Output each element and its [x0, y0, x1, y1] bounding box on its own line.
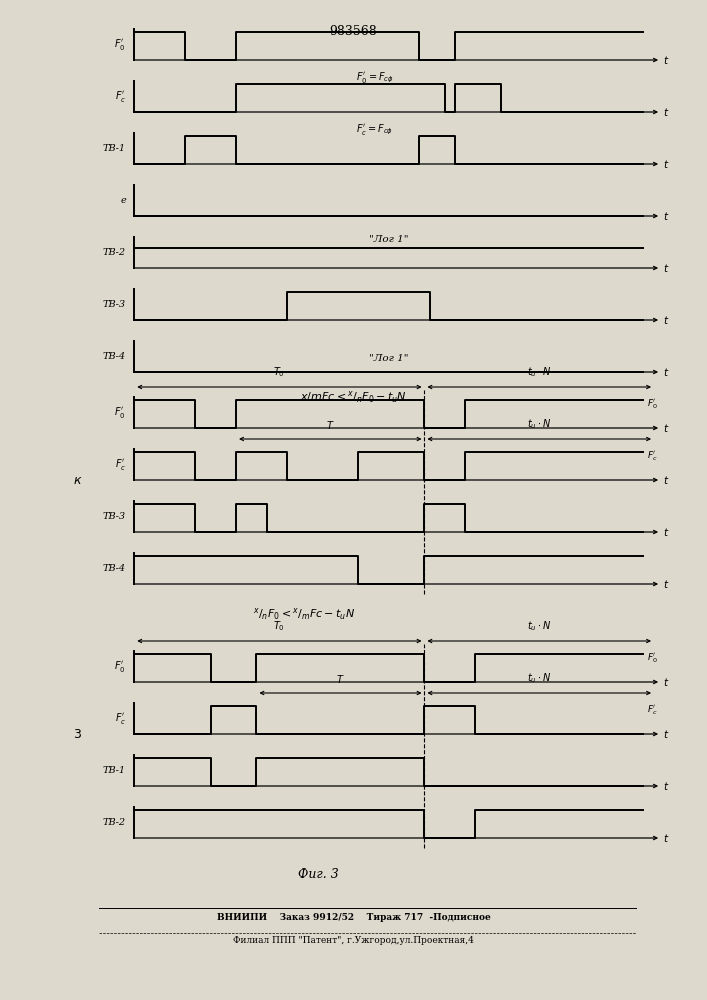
Text: $t_u \cdot N$: $t_u \cdot N$: [527, 619, 551, 633]
Text: $T$: $T$: [326, 419, 334, 431]
Text: $F_0^{\prime}$: $F_0^{\prime}$: [647, 397, 658, 411]
Text: $t$: $t$: [663, 780, 670, 792]
Text: "Лог 1": "Лог 1": [369, 354, 409, 363]
Text: ТВ-1: ТВ-1: [103, 144, 126, 153]
Text: $t$: $t$: [663, 422, 670, 434]
Text: ТВ-4: ТВ-4: [103, 352, 126, 361]
Text: Фиг. 3: Фиг. 3: [298, 867, 339, 880]
Text: $F_c^{\prime}$: $F_c^{\prime}$: [115, 457, 126, 472]
Text: $F_0^{\prime}$: $F_0^{\prime}$: [115, 37, 126, 52]
Text: $t$: $t$: [663, 158, 670, 170]
Text: $F_0^{\prime}$: $F_0^{\prime}$: [115, 405, 126, 420]
Text: $F_c^{\prime}$: $F_c^{\prime}$: [115, 711, 126, 726]
Text: $t$: $t$: [663, 106, 670, 118]
Text: ТВ-3: ТВ-3: [103, 300, 126, 309]
Text: е: е: [120, 196, 126, 205]
Text: ТВ-1: ТВ-1: [103, 766, 126, 775]
Text: $t$: $t$: [663, 262, 670, 274]
Text: $t$: $t$: [663, 728, 670, 740]
Text: $t_u \cdot N$: $t_u \cdot N$: [527, 417, 551, 431]
Text: $T$: $T$: [337, 673, 345, 685]
Text: ТВ-4: ТВ-4: [103, 564, 126, 573]
Text: $F_0^{\prime}=F_{c\phi}$: $F_0^{\prime}=F_{c\phi}$: [356, 70, 394, 85]
Text: $t$: $t$: [663, 54, 670, 66]
Text: Филиал ППП "Патент", г.Ужгород,ул.Проектная,4: Филиал ППП "Патент", г.Ужгород,ул.Проект…: [233, 936, 474, 945]
Text: $t_u \cdot N$: $t_u \cdot N$: [527, 671, 551, 685]
Text: $t$: $t$: [663, 210, 670, 222]
Text: $t$: $t$: [663, 314, 670, 326]
Text: $F_c^{\prime}$: $F_c^{\prime}$: [115, 89, 126, 104]
Text: ТВ-2: ТВ-2: [103, 818, 126, 827]
Text: $F_0^{\prime}$: $F_0^{\prime}$: [115, 659, 126, 674]
Text: $t$: $t$: [663, 676, 670, 688]
Text: $t_u \cdot N$: $t_u \cdot N$: [527, 365, 551, 379]
Text: ТВ-2: ТВ-2: [103, 248, 126, 257]
Text: $t$: $t$: [663, 578, 670, 590]
Text: $t$: $t$: [663, 366, 670, 378]
Text: ${}^x/_nF_0 < {}^x/_mFc - t_uN$: ${}^x/_nF_0 < {}^x/_mFc - t_uN$: [253, 606, 355, 622]
Text: $F_c^{\prime}$: $F_c^{\prime}$: [647, 449, 658, 463]
Text: $F_0^{\prime}$: $F_0^{\prime}$: [647, 651, 658, 665]
Text: "Лог 1": "Лог 1": [369, 235, 409, 244]
Text: 983568: 983568: [329, 25, 378, 38]
Text: $F_c^{\prime}=F_{c\phi}$: $F_c^{\prime}=F_{c\phi}$: [356, 122, 393, 137]
Text: $к$: $к$: [73, 474, 83, 487]
Text: ТВ-3: ТВ-3: [103, 512, 126, 521]
Text: ВНИИПИ    Заказ 9912/52    Тираж 717  -Подписное: ВНИИПИ Заказ 9912/52 Тираж 717 -Подписно…: [216, 913, 491, 922]
Text: $3$: $3$: [74, 728, 82, 740]
Text: $T_0$: $T_0$: [274, 365, 286, 379]
Text: $F_c^{\prime}$: $F_c^{\prime}$: [647, 703, 658, 717]
Text: $x/mFc < {}^x/_nF_0 - t_uN$: $x/mFc < {}^x/_nF_0 - t_uN$: [300, 389, 407, 405]
Text: $t$: $t$: [663, 474, 670, 486]
Text: $T_0$: $T_0$: [274, 619, 286, 633]
Text: $t$: $t$: [663, 832, 670, 844]
Text: $t$: $t$: [663, 526, 670, 538]
